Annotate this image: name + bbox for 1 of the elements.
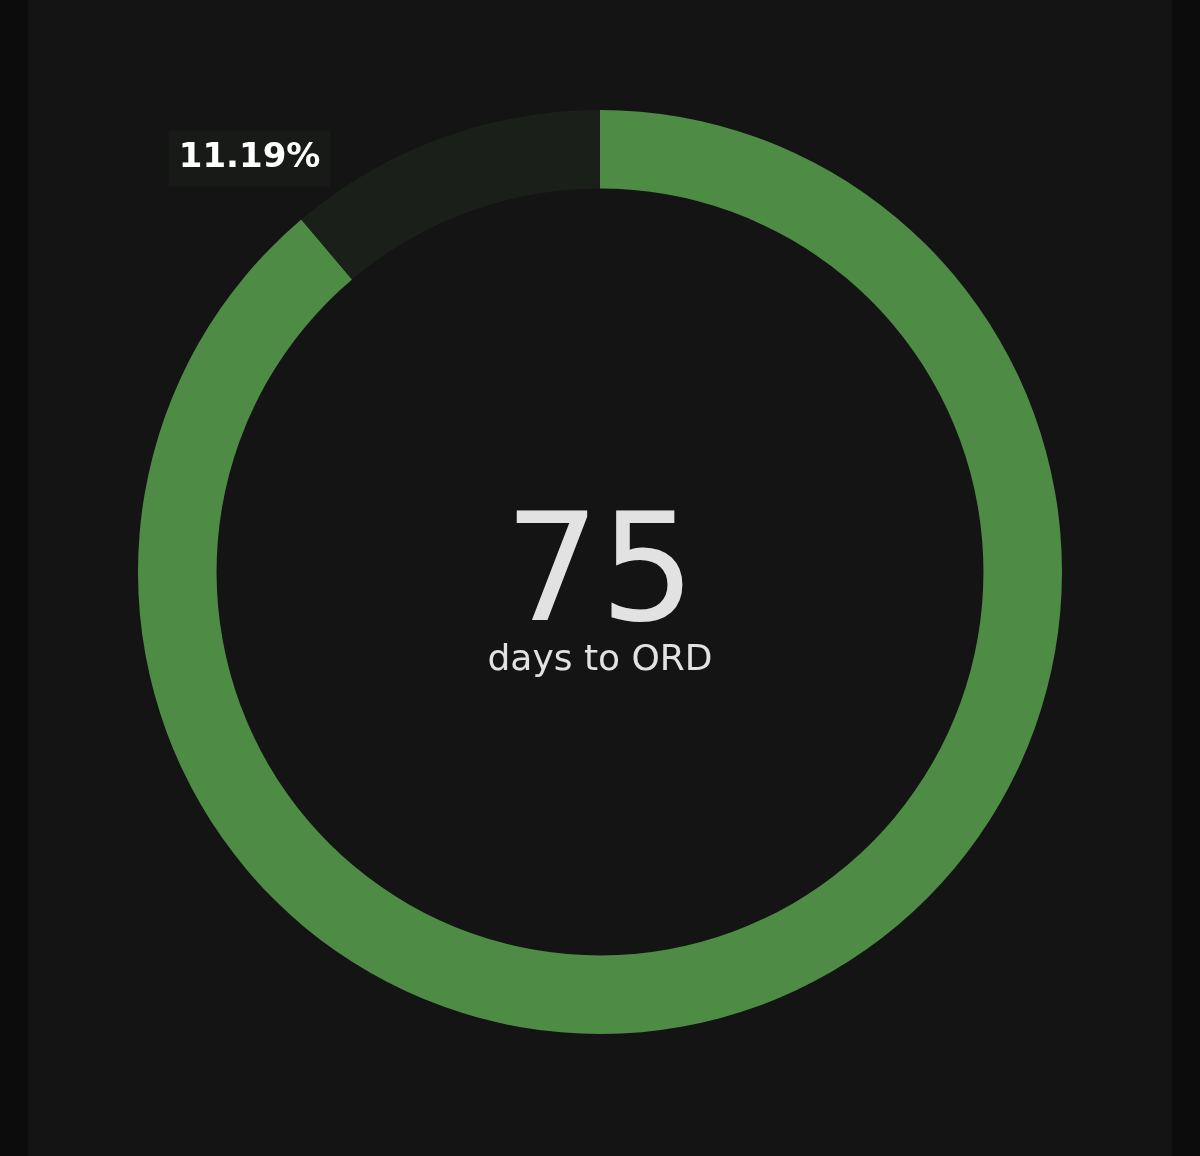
- data-label: 11.19%: [178, 135, 321, 176]
